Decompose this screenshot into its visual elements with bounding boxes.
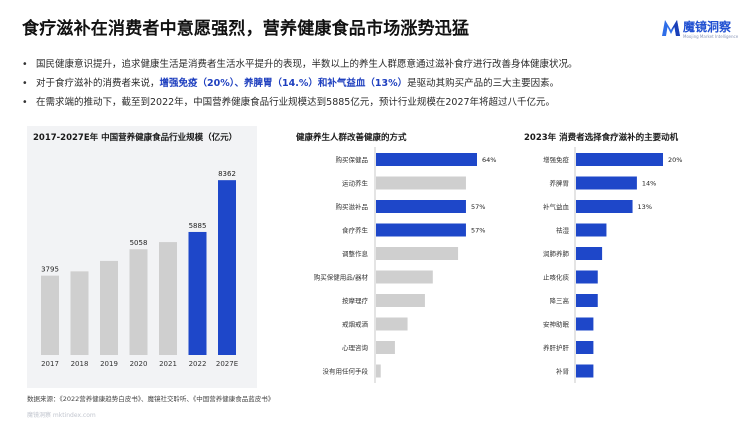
- bar-运动养生: [376, 176, 466, 190]
- brand-logo: 魔镜洞察 Moojing Market Intelligence: [661, 17, 741, 47]
- bar-value-label: 13%: [638, 203, 652, 211]
- x-tick-label: 2018: [71, 360, 89, 368]
- category-label: 补气益血: [543, 202, 570, 211]
- watermark: 魔镜洞察 mktindex.com: [27, 412, 96, 419]
- bar-2022: [188, 231, 207, 355]
- bar-增强免疫: [576, 153, 663, 166]
- bar-没有用任何手段: [376, 364, 381, 378]
- x-tick-label: 2027E: [216, 360, 238, 368]
- x-tick-label: 2020: [130, 360, 148, 368]
- category-label: 购买保健用品/器材: [314, 273, 369, 282]
- category-label: 戒烟戒酒: [342, 320, 369, 329]
- bullet-highlight: 增强免疫（20%）、养脾胃（14.%）和补气益血（13%）: [159, 78, 408, 89]
- bullet-item: 国民健康意识提升，追求健康生活是消费者生活水平提升的表现，半数以上的养生人群愿意…: [22, 55, 737, 74]
- source-note: 数据来源：《2022营养健康趋势白皮书》、魔镜社交聆听、《中国营养健康食品蓝皮书…: [27, 395, 275, 403]
- bar-调整作息: [376, 247, 459, 260]
- category-label: 养脾胃: [550, 179, 570, 188]
- bar-value-label: 8362: [218, 170, 236, 178]
- bullet-text: 对于食疗滋补的消费者来说，: [36, 78, 160, 89]
- health-methods-title: 健康养生人群改善健康的方式: [296, 133, 407, 143]
- bar-养脾胃: [576, 176, 637, 190]
- category-label: 祛湿: [556, 226, 570, 235]
- bar-value-label: 14%: [642, 180, 656, 188]
- bar-value-label: 57%: [471, 227, 485, 235]
- category-label: 止咳化痰: [543, 273, 570, 282]
- bar-2021: [159, 242, 177, 355]
- category-label: 心理咨询: [342, 343, 369, 352]
- x-tick-label: 2021: [159, 360, 177, 368]
- x-tick-label: 2019: [100, 360, 118, 368]
- bar-戒烟戒酒: [376, 317, 408, 331]
- market-size-chart: 3795 2017 2018 2019 5058 2020 2021 5885 2022 8362…: [41, 170, 238, 368]
- bar-购买滋补品: [376, 200, 466, 213]
- logo-m-icon: [662, 20, 680, 36]
- motivation-title: 2023年 消费者选择食疗滋补的主要动机: [524, 133, 679, 143]
- bar-心理咨询: [376, 341, 395, 354]
- category-label: 养肝护肝: [543, 343, 570, 352]
- bar-2017: [41, 275, 59, 355]
- bar-value-label: 64%: [482, 156, 496, 164]
- bar-value-label: 5058: [130, 239, 148, 247]
- bullet-text: 在需求端的推动下，截至到2022年，中国营养健康食品行业规模达到5885亿元，预…: [36, 97, 556, 108]
- category-label: 运动养生: [342, 179, 369, 188]
- category-label: 调整作息: [342, 249, 369, 258]
- bar-购买保健品: [376, 153, 477, 166]
- bar-补气益血: [576, 200, 633, 213]
- bar-按摩理疗: [376, 294, 425, 307]
- x-tick-label: 2017: [41, 360, 59, 368]
- category-label: 降三高: [550, 296, 570, 305]
- page-title: 食疗滋补在消费者中意愿强烈，营养健康食品市场涨势迅猛: [22, 19, 470, 39]
- category-label: 按摩理疗: [342, 296, 369, 305]
- market-size-title: 2017-2027E年 中国营养健康食品行业规模（亿元）: [33, 133, 238, 143]
- bar-2019: [100, 260, 118, 355]
- brand-name: 魔镜洞察: [683, 20, 732, 34]
- category-label: 没有用任何手段: [323, 367, 369, 376]
- bullet-item: 在需求端的推动下，截至到2022年，中国营养健康食品行业规模达到5885亿元，预…: [22, 93, 737, 112]
- bar-value-label: 5885: [189, 222, 207, 230]
- bar-食疗养生: [376, 223, 466, 237]
- bar-祛湿: [576, 223, 607, 237]
- category-label: 增强免疫: [543, 155, 570, 164]
- bar-value-label: 20%: [668, 156, 682, 164]
- bar-止咳化痰: [576, 270, 598, 284]
- bar-2027E: [218, 180, 236, 355]
- category-label: 购买保健品: [336, 155, 369, 164]
- bar-购买保健用品/器材: [376, 270, 433, 284]
- bar-补肾: [576, 364, 594, 378]
- category-label: 安神助眠: [543, 320, 570, 329]
- motivation-chart: 增强免疫 20% 养脾胃 14% 补气益血 13% 祛湿润肺养肺止咳化痰降三高安神助眠养肝护…: [543, 147, 682, 383]
- bar-安神助眠: [576, 317, 594, 331]
- category-label: 润肺养肺: [543, 249, 570, 258]
- category-label: 补肾: [556, 367, 570, 376]
- bar-2018: [70, 271, 89, 355]
- summary-bullets: 国民健康意识提升，追求健康生活是消费者生活水平提升的表现，半数以上的养生人群愿意…: [22, 55, 737, 112]
- bar-value-label: 3795: [41, 266, 59, 274]
- bar-润肺养肺: [576, 247, 603, 260]
- bar-value-label: 57%: [471, 203, 485, 211]
- category-label: 食疗养生: [342, 226, 369, 235]
- bar-养肝护肝: [576, 341, 594, 354]
- bullet-item: 对于食疗滋补的消费者来说，增强免疫（20%）、养脾胃（14.%）和补气益血（13…: [22, 74, 737, 93]
- bar-2020: [129, 249, 148, 355]
- x-tick-label: 2022: [189, 360, 207, 368]
- category-label: 购买滋补品: [336, 202, 369, 211]
- bullet-text: 是驱动其购买产品的三大主要因素。: [407, 78, 560, 89]
- bar-降三高: [576, 294, 598, 307]
- bullet-text: 国民健康意识提升，追求健康生活是消费者生活水平提升的表现，半数以上的养生人群愿意…: [36, 59, 578, 70]
- brand-tagline: Moojing Market Intelligence: [683, 34, 739, 39]
